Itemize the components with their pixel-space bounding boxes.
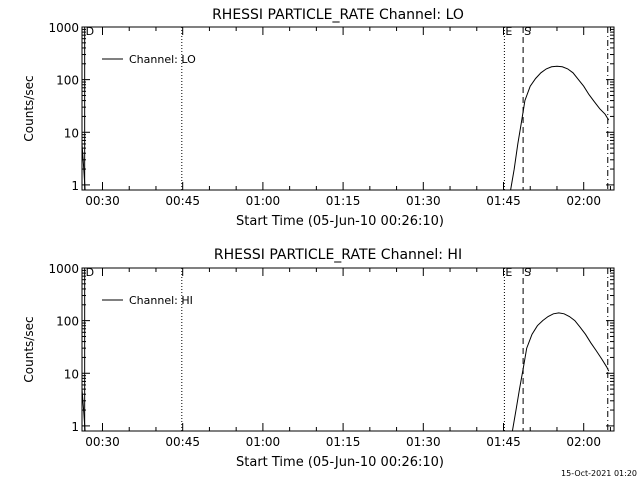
x-tick-label: 01:45 [486, 435, 521, 449]
y-tick-label: 100 [56, 74, 79, 88]
event-marker-label: D [86, 25, 94, 38]
footer-timestamp: 15-Oct-2021 01:20 [561, 469, 637, 478]
y-axis-label: Counts/sec [22, 316, 36, 382]
x-tick-label: 02:00 [566, 435, 601, 449]
y-axis-label: Counts/sec [22, 75, 36, 141]
x-tick-label: 02:00 [566, 194, 601, 208]
event-marker-label: S [524, 266, 531, 279]
event-marker-label: E [505, 25, 512, 38]
x-axis-label: Start Time (05-Jun-10 00:26:10) [236, 214, 444, 229]
event-marker-label: S [524, 25, 531, 38]
x-tick-label: 01:15 [326, 194, 361, 208]
plot-frame [81, 267, 615, 432]
chart-title: RHESSI PARTICLE_RATE Channel: HI [214, 247, 462, 263]
chart-panel: RHESSI PARTICLE_RATE Channel: LO 1 10 100 10… [22, 7, 615, 229]
x-tick-label: 00:30 [85, 194, 120, 208]
x-axis-label: Start Time (05-Jun-10 00:26:10) [236, 455, 444, 470]
series-line [81, 143, 86, 191]
legend: Channel: HI [102, 294, 193, 307]
chart-panel: RHESSI PARTICLE_RATE Channel: HI 1 10 100 10… [22, 247, 615, 470]
y-tick-label: 1 [71, 420, 79, 434]
plot-frame [81, 26, 615, 191]
chart-title: RHESSI PARTICLE_RATE Channel: LO [212, 7, 464, 23]
y-tick-label: 1000 [48, 262, 79, 276]
series-line [510, 65, 610, 191]
series-line [81, 389, 86, 432]
x-tick-label: 01:15 [326, 435, 361, 449]
legend-label: Channel: HI [129, 294, 193, 307]
x-tick-label: 00:30 [85, 435, 120, 449]
series-line [511, 312, 610, 432]
y-tick-label: 10 [64, 126, 79, 140]
y-tick-label: 1 [71, 179, 79, 193]
y-tick-label: 10 [64, 367, 79, 381]
legend-label: Channel: LO [129, 53, 196, 66]
x-tick-label: 01:45 [486, 194, 521, 208]
x-tick-label: 00:45 [165, 194, 200, 208]
x-tick-label: 01:30 [406, 194, 441, 208]
x-tick-label: 01:30 [406, 435, 441, 449]
y-tick-label: 100 [56, 315, 79, 329]
event-marker-label: E [505, 266, 512, 279]
x-tick-label: 00:45 [165, 435, 200, 449]
x-tick-label: 01:00 [246, 435, 281, 449]
legend: Channel: LO [102, 53, 196, 66]
event-marker-label: D [86, 266, 94, 279]
y-tick-label: 1000 [48, 21, 79, 35]
x-tick-label: 01:00 [246, 194, 281, 208]
